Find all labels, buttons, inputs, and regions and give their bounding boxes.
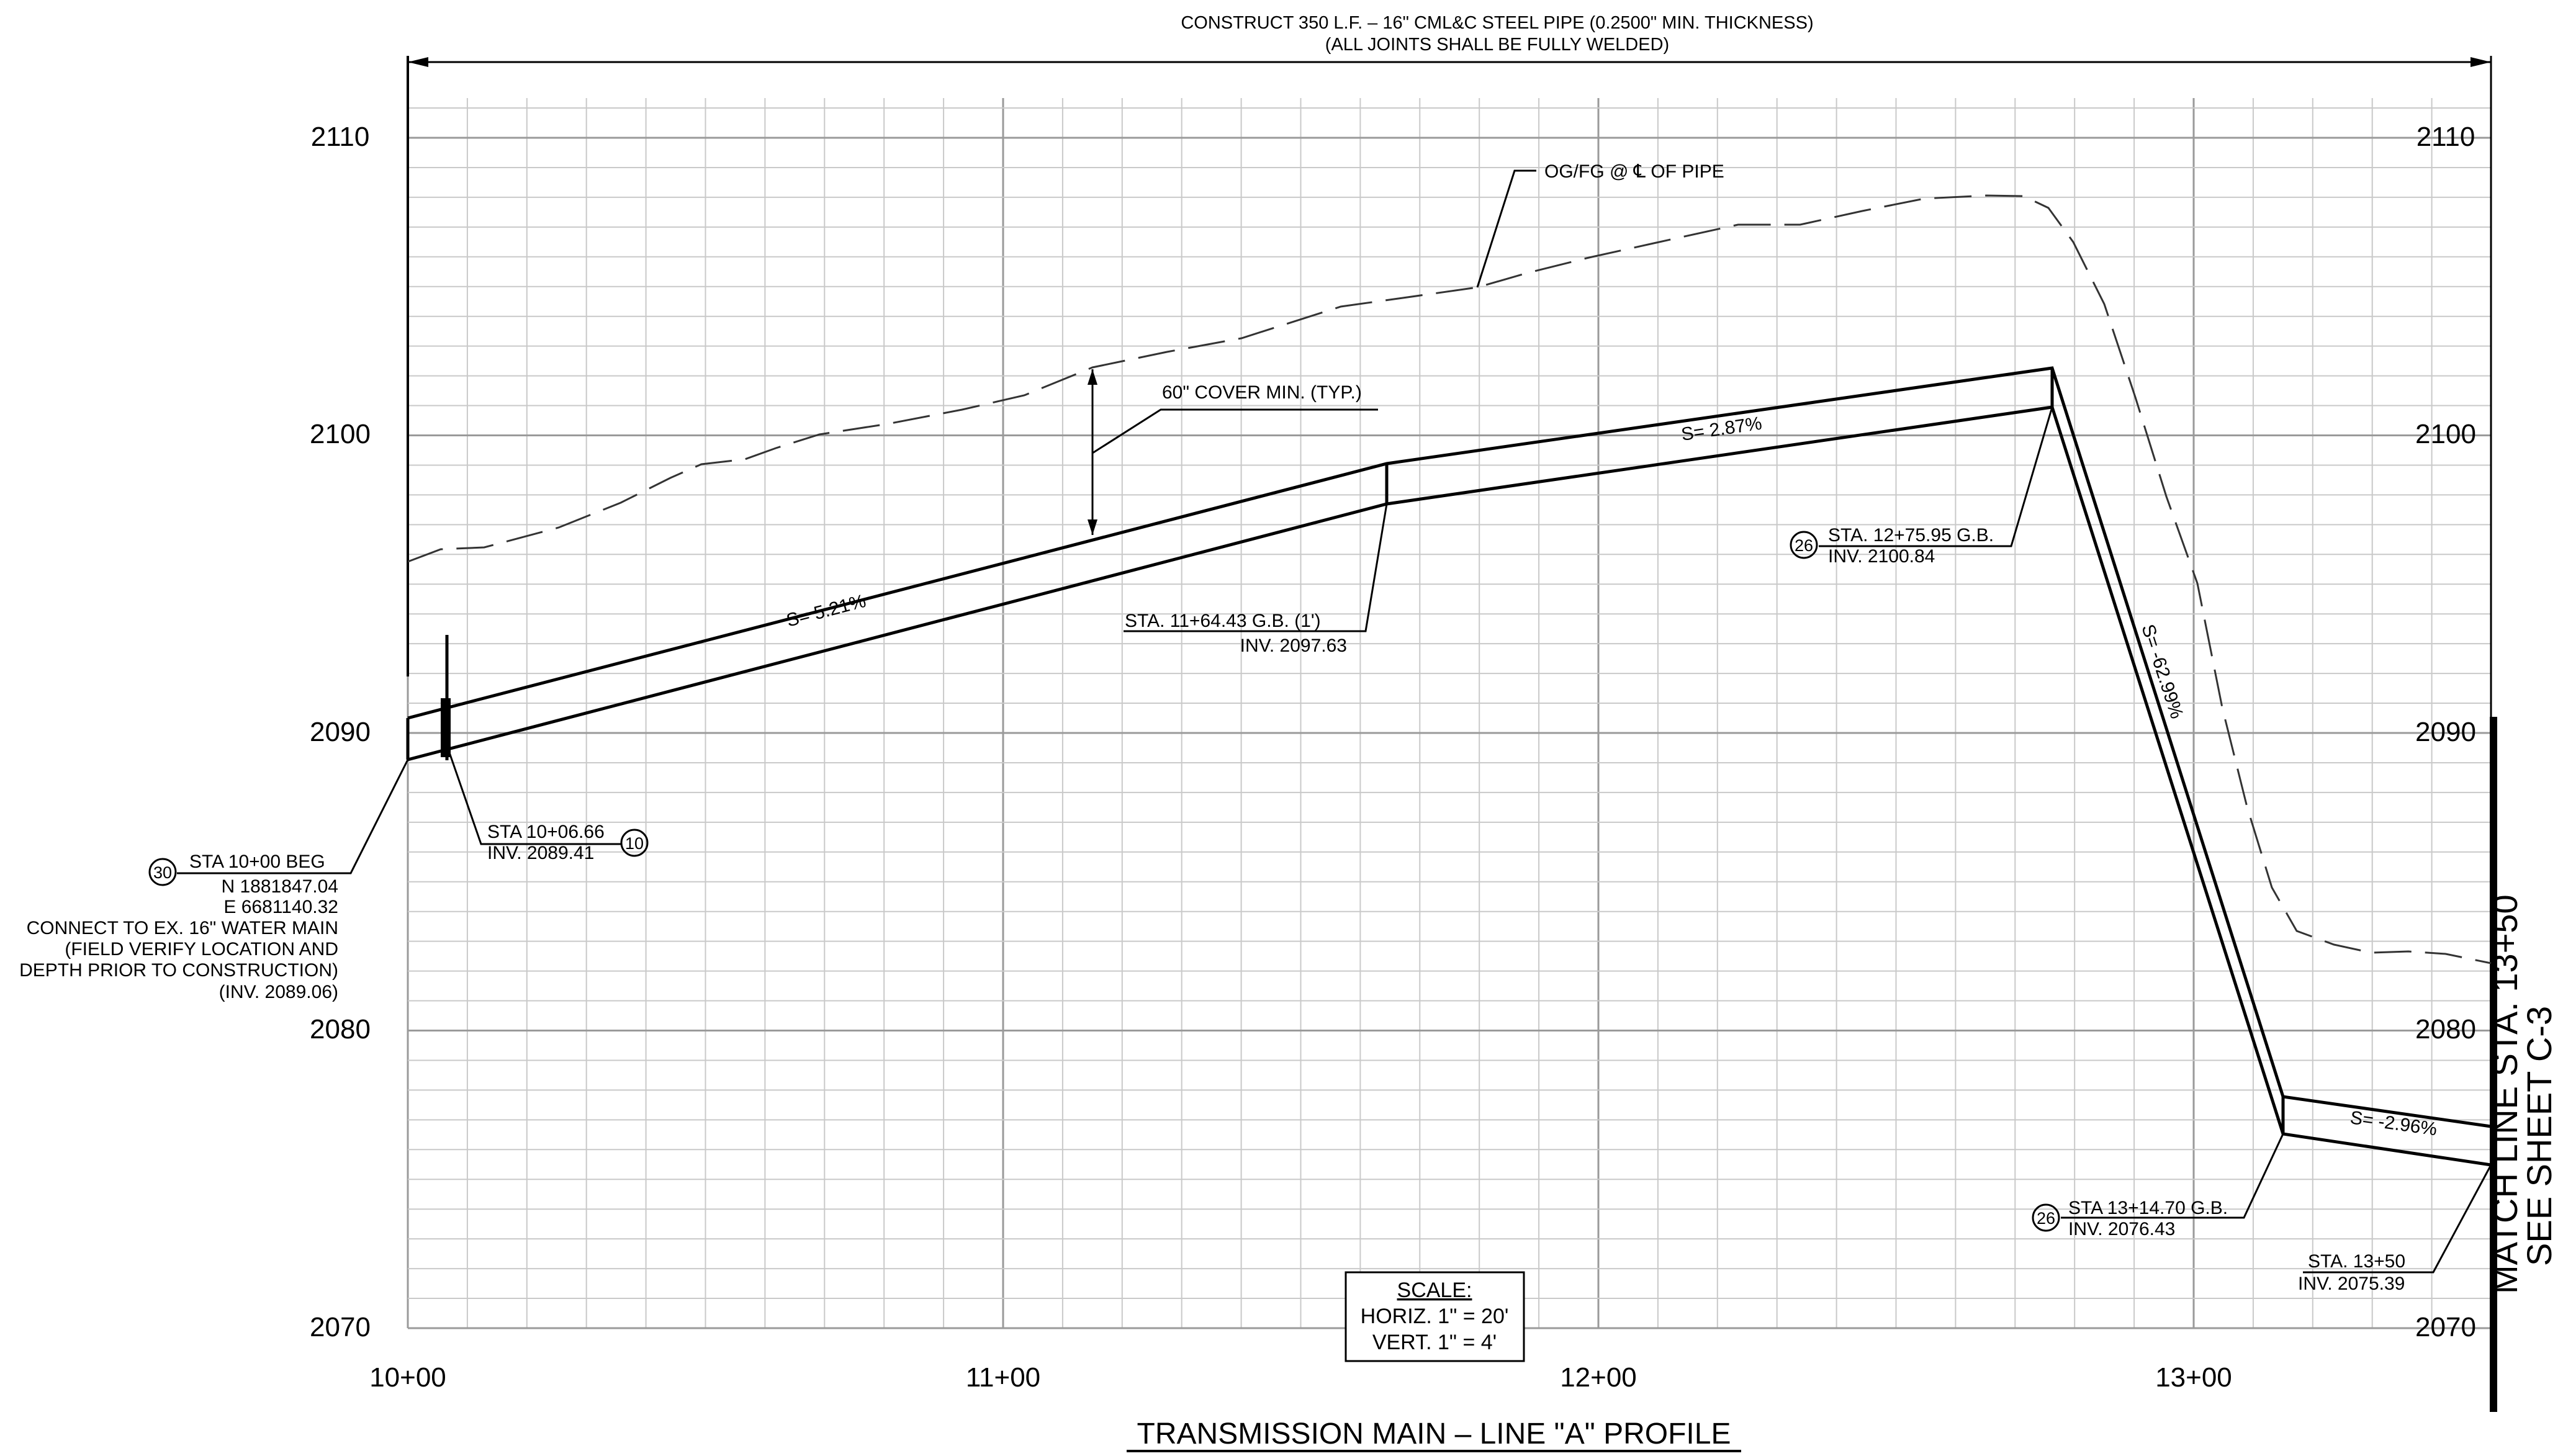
station-label-1000: 10+00 [369, 1362, 446, 1393]
elev-label-2110-right: 2110 [2417, 122, 2475, 152]
sta-1006-number-circle [620, 829, 649, 857]
gb-1315-number: 26 [2037, 1209, 2055, 1228]
sta-1006-station: STA 10+06.66 [487, 822, 605, 842]
sta-1006-leader [447, 748, 621, 845]
sta-1350-station: STA. 13+50 [2308, 1251, 2405, 1272]
ground-callout: OG/FG @ ℄ OF PIPE [1544, 161, 1724, 182]
elev-label-2090-right: 2090 [2415, 717, 2476, 747]
elev-label-2110-left: 2110 [311, 122, 370, 152]
header-line-2: (ALL JOINTS SHALL BE FULLY WELDED) [1325, 35, 1669, 55]
sta-1000-station: STA 10+00 BEG [189, 852, 325, 872]
gb-1276-station: STA. 12+75.95 G.B. [1828, 525, 1994, 546]
cover-dimension [1088, 369, 1378, 535]
gb-1164-station: STA. 11+64.43 G.B. (1') [1125, 611, 1321, 631]
sta-1000-note-2: (FIELD VERIFY LOCATION AND [65, 939, 338, 959]
coupling-marker [441, 635, 451, 760]
elev-label-2080-left: 2080 [310, 1014, 371, 1045]
scale-horizontal: HORIZ. 1" = 20' [1361, 1305, 1509, 1328]
sta-1000-northing: N 1881847.04 [222, 876, 339, 897]
station-labels: 10+00 11+00 12+00 13+00 [369, 1362, 2232, 1393]
gb-1315-number-circle [2032, 1203, 2060, 1232]
sta-1000-note-3: DEPTH PRIOR TO CONSTRUCTION) [19, 960, 338, 981]
gb-1164-invert: INV. 2097.63 [1240, 636, 1347, 656]
station-label-1200: 12+00 [1560, 1362, 1637, 1393]
header-line-1: CONSTRUCT 350 L.F. – 16" CML&C STEEL PIP… [1181, 13, 1813, 33]
gb-1276-number-circle [1790, 531, 1818, 559]
gb-1315-leader [2061, 1133, 2284, 1219]
match-line-text-1: MATCH LINE STA. 13+50 [2485, 894, 2525, 1294]
ground-leader [1476, 169, 1536, 288]
gb-1276-leader [1819, 407, 2053, 547]
elev-label-2070-right: 2070 [2415, 1312, 2476, 1342]
pipe-crown-line [407, 366, 2492, 1128]
gb-1315-invert: INV. 2076.43 [2068, 1219, 2175, 1239]
station-label-1100: 11+00 [966, 1362, 1040, 1393]
scale-title: SCALE: [1397, 1278, 1472, 1302]
drawing-title: TRANSMISSION MAIN – LINE "A" PROFILE [1137, 1418, 1731, 1450]
existing-ground-line [407, 194, 2492, 964]
gb-1164-leader [1124, 503, 1388, 632]
slope-label-2: S= 2.87% [1680, 413, 1763, 445]
sta-1000-easting: E 6681140.32 [223, 897, 338, 917]
sta-1006-invert: INV. 2089.41 [487, 843, 594, 863]
sta-1000-leader [177, 759, 409, 874]
cover-callout: 60" COVER MIN. (TYP.) [1162, 382, 1362, 403]
station-label-1300: 13+00 [2155, 1362, 2232, 1393]
gb-1276-number: 26 [1795, 536, 1813, 555]
sta-1000-number-circle [148, 858, 177, 886]
gb-1276-invert: INV. 2100.84 [1828, 546, 1935, 567]
elevation-labels-left: 2110 2100 2090 2080 2070 [310, 122, 371, 1342]
pipe-invert-line [407, 405, 2492, 1167]
sta-1006-number: 10 [625, 834, 644, 853]
match-line-text-2: SEE SHEET C-3 [2520, 1006, 2559, 1266]
scale-vertical: VERT. 1" = 4' [1372, 1331, 1497, 1354]
elev-label-2100-left: 2100 [310, 419, 371, 449]
construct-dimension [408, 57, 2491, 67]
elev-label-2090-left: 2090 [310, 717, 371, 747]
slope-label-1: S= 5.21% [784, 591, 868, 631]
sta-1000-number: 30 [153, 863, 172, 882]
elevation-labels-right: 2110 2100 2090 2080 2070 [2415, 122, 2476, 1342]
gb-1315-station: STA 13+14.70 G.B. [2068, 1198, 2228, 1218]
sta-1000-note-4: (INV. 2089.06) [219, 982, 338, 1002]
elev-label-2080-right: 2080 [2415, 1014, 2476, 1045]
slope-label-3: S= -62.99% [2137, 622, 2187, 721]
sta-1350-leader [2303, 1164, 2492, 1274]
profile-grid [407, 98, 2492, 1329]
sta-1350-invert: INV. 2075.39 [2298, 1274, 2405, 1294]
elev-label-2070-left: 2070 [310, 1312, 371, 1342]
scale-box: SCALE: HORIZ. 1" = 20' VERT. 1" = 4' [1345, 1271, 1525, 1362]
sta-1000-note-1: CONNECT TO EX. 16" WATER MAIN [27, 918, 338, 938]
elev-label-2100-right: 2100 [2415, 419, 2476, 449]
